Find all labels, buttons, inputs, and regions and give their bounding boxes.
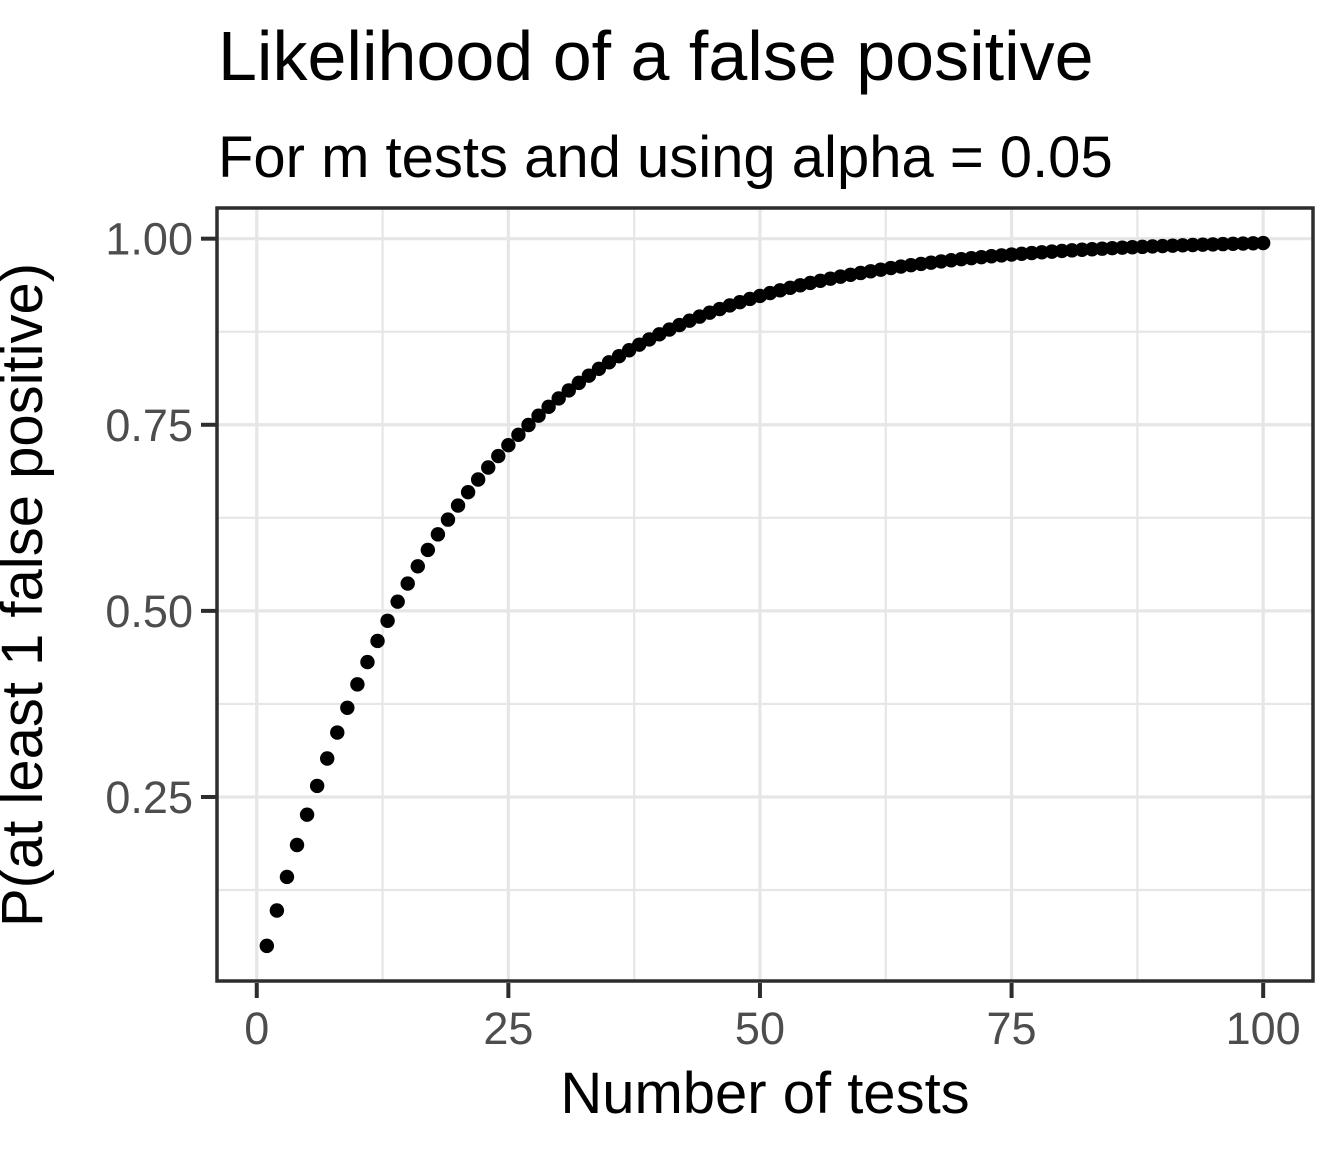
y-tick-label: 0.25 xyxy=(105,772,193,823)
x-tick-label: 0 xyxy=(244,1003,269,1054)
data-point xyxy=(320,751,335,766)
data-point xyxy=(1225,236,1241,252)
x-axis-title: Number of tests xyxy=(560,1061,969,1126)
data-point xyxy=(481,460,496,475)
data-point xyxy=(1165,238,1180,253)
data-point xyxy=(1125,240,1140,255)
data-point xyxy=(410,559,425,574)
data-point xyxy=(491,448,506,464)
data-point xyxy=(531,408,546,423)
data-point xyxy=(330,725,345,740)
data-point xyxy=(501,437,516,453)
data-point xyxy=(420,542,436,558)
y-axis-title: P(at least 1 false positive) xyxy=(0,263,55,927)
grid-major-lines xyxy=(217,208,1313,981)
data-point xyxy=(450,498,466,513)
data-point xyxy=(511,427,526,443)
data-point xyxy=(1235,236,1251,251)
data-point xyxy=(1205,237,1221,252)
data-point xyxy=(340,700,355,715)
y-axis-ticks xyxy=(201,236,216,799)
chart-title: Likelihood of a false positive xyxy=(218,17,1094,95)
data-point xyxy=(430,527,446,542)
data-point xyxy=(1175,238,1190,253)
data-point xyxy=(289,837,305,853)
x-axis-tick-labels: 0 25 50 75 100 xyxy=(244,1003,1300,1054)
data-point xyxy=(1185,237,1200,253)
data-point xyxy=(299,807,315,822)
y-axis-tick-labels: 0.25 0.50 0.75 1.00 xyxy=(105,214,193,823)
y-tick-label: 0.75 xyxy=(105,400,193,451)
data-point xyxy=(541,399,556,415)
y-tick-label: 1.00 xyxy=(105,214,193,265)
data-point xyxy=(1245,236,1261,251)
data-point xyxy=(309,778,325,794)
y-tick-label: 0.50 xyxy=(105,586,193,637)
x-tick-label: 100 xyxy=(1226,1003,1301,1054)
data-point xyxy=(470,472,486,487)
data-point xyxy=(551,391,566,406)
data-point xyxy=(279,869,295,885)
x-tick-label: 75 xyxy=(987,1003,1037,1054)
data-point xyxy=(1195,237,1210,252)
chart-subtitle: For m tests and using alpha = 0.05 xyxy=(218,125,1113,190)
data-point xyxy=(269,903,285,918)
data-point xyxy=(1155,238,1170,254)
x-tick-label: 50 xyxy=(735,1003,785,1054)
data-point xyxy=(460,485,476,500)
data-point xyxy=(571,375,587,391)
data-point xyxy=(1255,235,1271,251)
data-point xyxy=(370,633,385,649)
data-point xyxy=(400,576,415,591)
grid-minor-lines xyxy=(217,208,1313,981)
data-point xyxy=(350,677,365,692)
data-point xyxy=(390,594,405,609)
scatter-points xyxy=(259,235,1271,954)
x-tick-label: 25 xyxy=(483,1003,533,1054)
data-point xyxy=(561,383,576,398)
data-point xyxy=(521,417,536,433)
data-point xyxy=(259,938,275,954)
x-axis-ticks xyxy=(254,983,1266,998)
data-point xyxy=(360,654,375,670)
data-point xyxy=(1145,239,1160,254)
panel-border xyxy=(215,206,1315,983)
data-point xyxy=(440,512,456,527)
data-point xyxy=(581,368,597,383)
data-point xyxy=(1215,236,1231,252)
data-point xyxy=(380,613,395,628)
